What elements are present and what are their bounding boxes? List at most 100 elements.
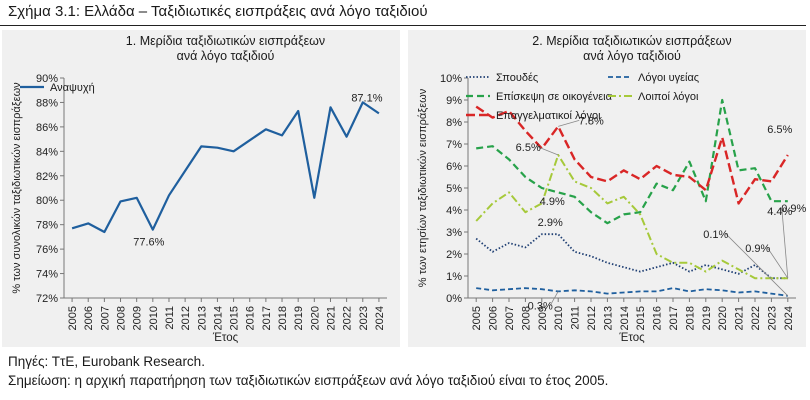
y-axis-label: % των συνολικών ταξιδιωτικών εισπράξεων (11, 82, 23, 294)
x-tick-label: 2015 (635, 306, 647, 330)
data-label: 2.9% (538, 217, 563, 229)
data-label: 4.9% (540, 196, 565, 208)
x-tick-label: 2008 (520, 306, 532, 330)
x-tick-label: 2024 (783, 306, 795, 330)
annotation-leader (781, 208, 789, 279)
y-tick-label: 10% (440, 73, 462, 85)
legend-label: Λοιποί λόγοι (638, 91, 699, 103)
legend-label: Επίσκεψη σε οικογένεια (496, 91, 613, 103)
y-tick-label: 80% (36, 195, 58, 207)
annotation-leader (558, 120, 580, 127)
x-tick-label: 2017 (668, 306, 680, 330)
data-label: 6.5% (516, 142, 541, 154)
y-tick-label: 72% (36, 293, 58, 305)
x-tick-label: 2009 (132, 306, 144, 330)
legend-label: Σπουδές (496, 72, 538, 84)
y-tick-label: 8% (446, 117, 462, 129)
y-tick-label: 90% (36, 73, 58, 85)
y-tick-label: 6% (446, 161, 462, 173)
x-tick-label: 2008 (116, 306, 128, 330)
x-tick-label: 2005 (471, 306, 483, 330)
x-tick-label: 2017 (261, 306, 273, 330)
x-tick-label: 2019 (293, 306, 305, 330)
x-tick-label: 2015 (229, 306, 241, 330)
x-tick-label: 2019 (701, 306, 713, 330)
y-tick-label: 4% (446, 205, 462, 217)
x-tick-label: 2016 (652, 306, 664, 330)
x-tick-label: 2022 (750, 306, 762, 330)
x-tick-label: 2007 (99, 306, 111, 330)
annotation-leader (767, 247, 789, 279)
chart-panel-other-reasons: 2. Μερίδια ταξιδιωτικών εισπράξεων ανά λό… (408, 30, 806, 347)
x-tick-label: 2018 (684, 306, 696, 330)
data-label: 4.4% (767, 206, 792, 218)
x-tick-label: 2021 (734, 306, 746, 330)
x-tick-label: 2012 (180, 306, 192, 330)
data-label: 0.9% (745, 243, 770, 255)
data-label: 0.3% (528, 300, 553, 312)
annotation-leader (538, 146, 559, 156)
x-tick-label: 2016 (245, 306, 257, 330)
x-tick-label: 2005 (67, 306, 79, 330)
annotation-leader (549, 291, 559, 306)
data-label: 77.6% (133, 237, 164, 249)
chart-title-line: ανά λόγο ταξιδιού (177, 49, 275, 63)
sources-note: Πηγές: ΤτΕ, Eurobank Research. (8, 354, 205, 369)
y-tick-label: 84% (36, 146, 58, 158)
x-tick-label: 2006 (83, 306, 95, 330)
legend-label: Λόγοι υγείας (638, 72, 699, 84)
x-tick-label: 2011 (570, 306, 582, 330)
data-label: 0.9% (781, 203, 806, 215)
data-label: 87.1% (351, 92, 382, 104)
data-label: 7.8% (579, 115, 604, 127)
chart-title-line: 1. Μερίδια ταξιδιωτικών εισπράξεων (126, 34, 325, 48)
x-tick-label: 2013 (196, 306, 208, 330)
x-tick-label: 2012 (586, 306, 598, 330)
y-tick-label: 82% (36, 171, 58, 183)
x-axis-label: Έτος (618, 332, 645, 344)
legend-label: Αναψυχή (50, 82, 95, 94)
x-tick-label: 2024 (374, 306, 386, 330)
y-tick-label: 76% (36, 244, 58, 256)
x-tick-label: 2011 (164, 306, 176, 330)
y-tick-label: 1% (446, 271, 462, 283)
chart-panel-leisure: 1. Μερίδια ταξιδιωτικών εισπράξεων ανά λό… (2, 30, 400, 347)
x-tick-label: 2006 (488, 306, 500, 330)
x-tick-label: 2010 (148, 306, 160, 330)
y-tick-label: 0% (446, 293, 462, 305)
chart-title-line: ανά λόγο ταξιδιού (583, 49, 681, 63)
y-tick-label: 2% (446, 249, 462, 261)
series-line-0 (475, 233, 788, 280)
data-label: 0.1% (703, 229, 728, 241)
x-tick-label: 2009 (537, 306, 549, 330)
y-tick-label: 7% (446, 139, 462, 151)
y-tick-label: 78% (36, 220, 58, 232)
x-tick-label: 2018 (277, 306, 289, 330)
series-line-1 (476, 287, 788, 297)
x-tick-label: 2023 (358, 306, 370, 330)
x-tick-label: 2010 (553, 306, 565, 330)
chart-title-line: 2. Μερίδια ταξιδιωτικών εισπράξεων (532, 34, 731, 48)
legend-label: Επαγγελματικοί λόγοι (496, 110, 601, 122)
figure-title: Σχήμα 3.1: Ελλάδα – Ταξιδιωτικές εισπράξ… (0, 0, 806, 26)
y-tick-label: 86% (36, 122, 58, 134)
figure-footer: Πηγές: ΤτΕ, Eurobank Research. Σημείωση:… (8, 352, 808, 390)
x-tick-label: 2020 (717, 306, 729, 330)
y-tick-label: 74% (36, 269, 58, 281)
x-tick-label: 2014 (212, 306, 224, 330)
x-tick-label: 2007 (504, 306, 516, 330)
series-line-4 (475, 105, 789, 205)
data-label: 6.5% (767, 124, 792, 136)
x-tick-label: 2023 (766, 306, 778, 330)
x-axis-label: Έτος (212, 332, 239, 344)
y-tick-label: 5% (446, 183, 462, 195)
series-line-3 (475, 154, 788, 280)
x-tick-label: 2022 (342, 306, 354, 330)
x-tick-label: 2014 (619, 306, 631, 330)
x-tick-label: 2020 (309, 306, 321, 330)
x-tick-label: 2013 (602, 306, 614, 330)
methodology-note: Σημείωση: η αρχική παρατήρηση των ταξιδι… (8, 373, 609, 388)
x-tick-label: 2021 (325, 306, 337, 330)
